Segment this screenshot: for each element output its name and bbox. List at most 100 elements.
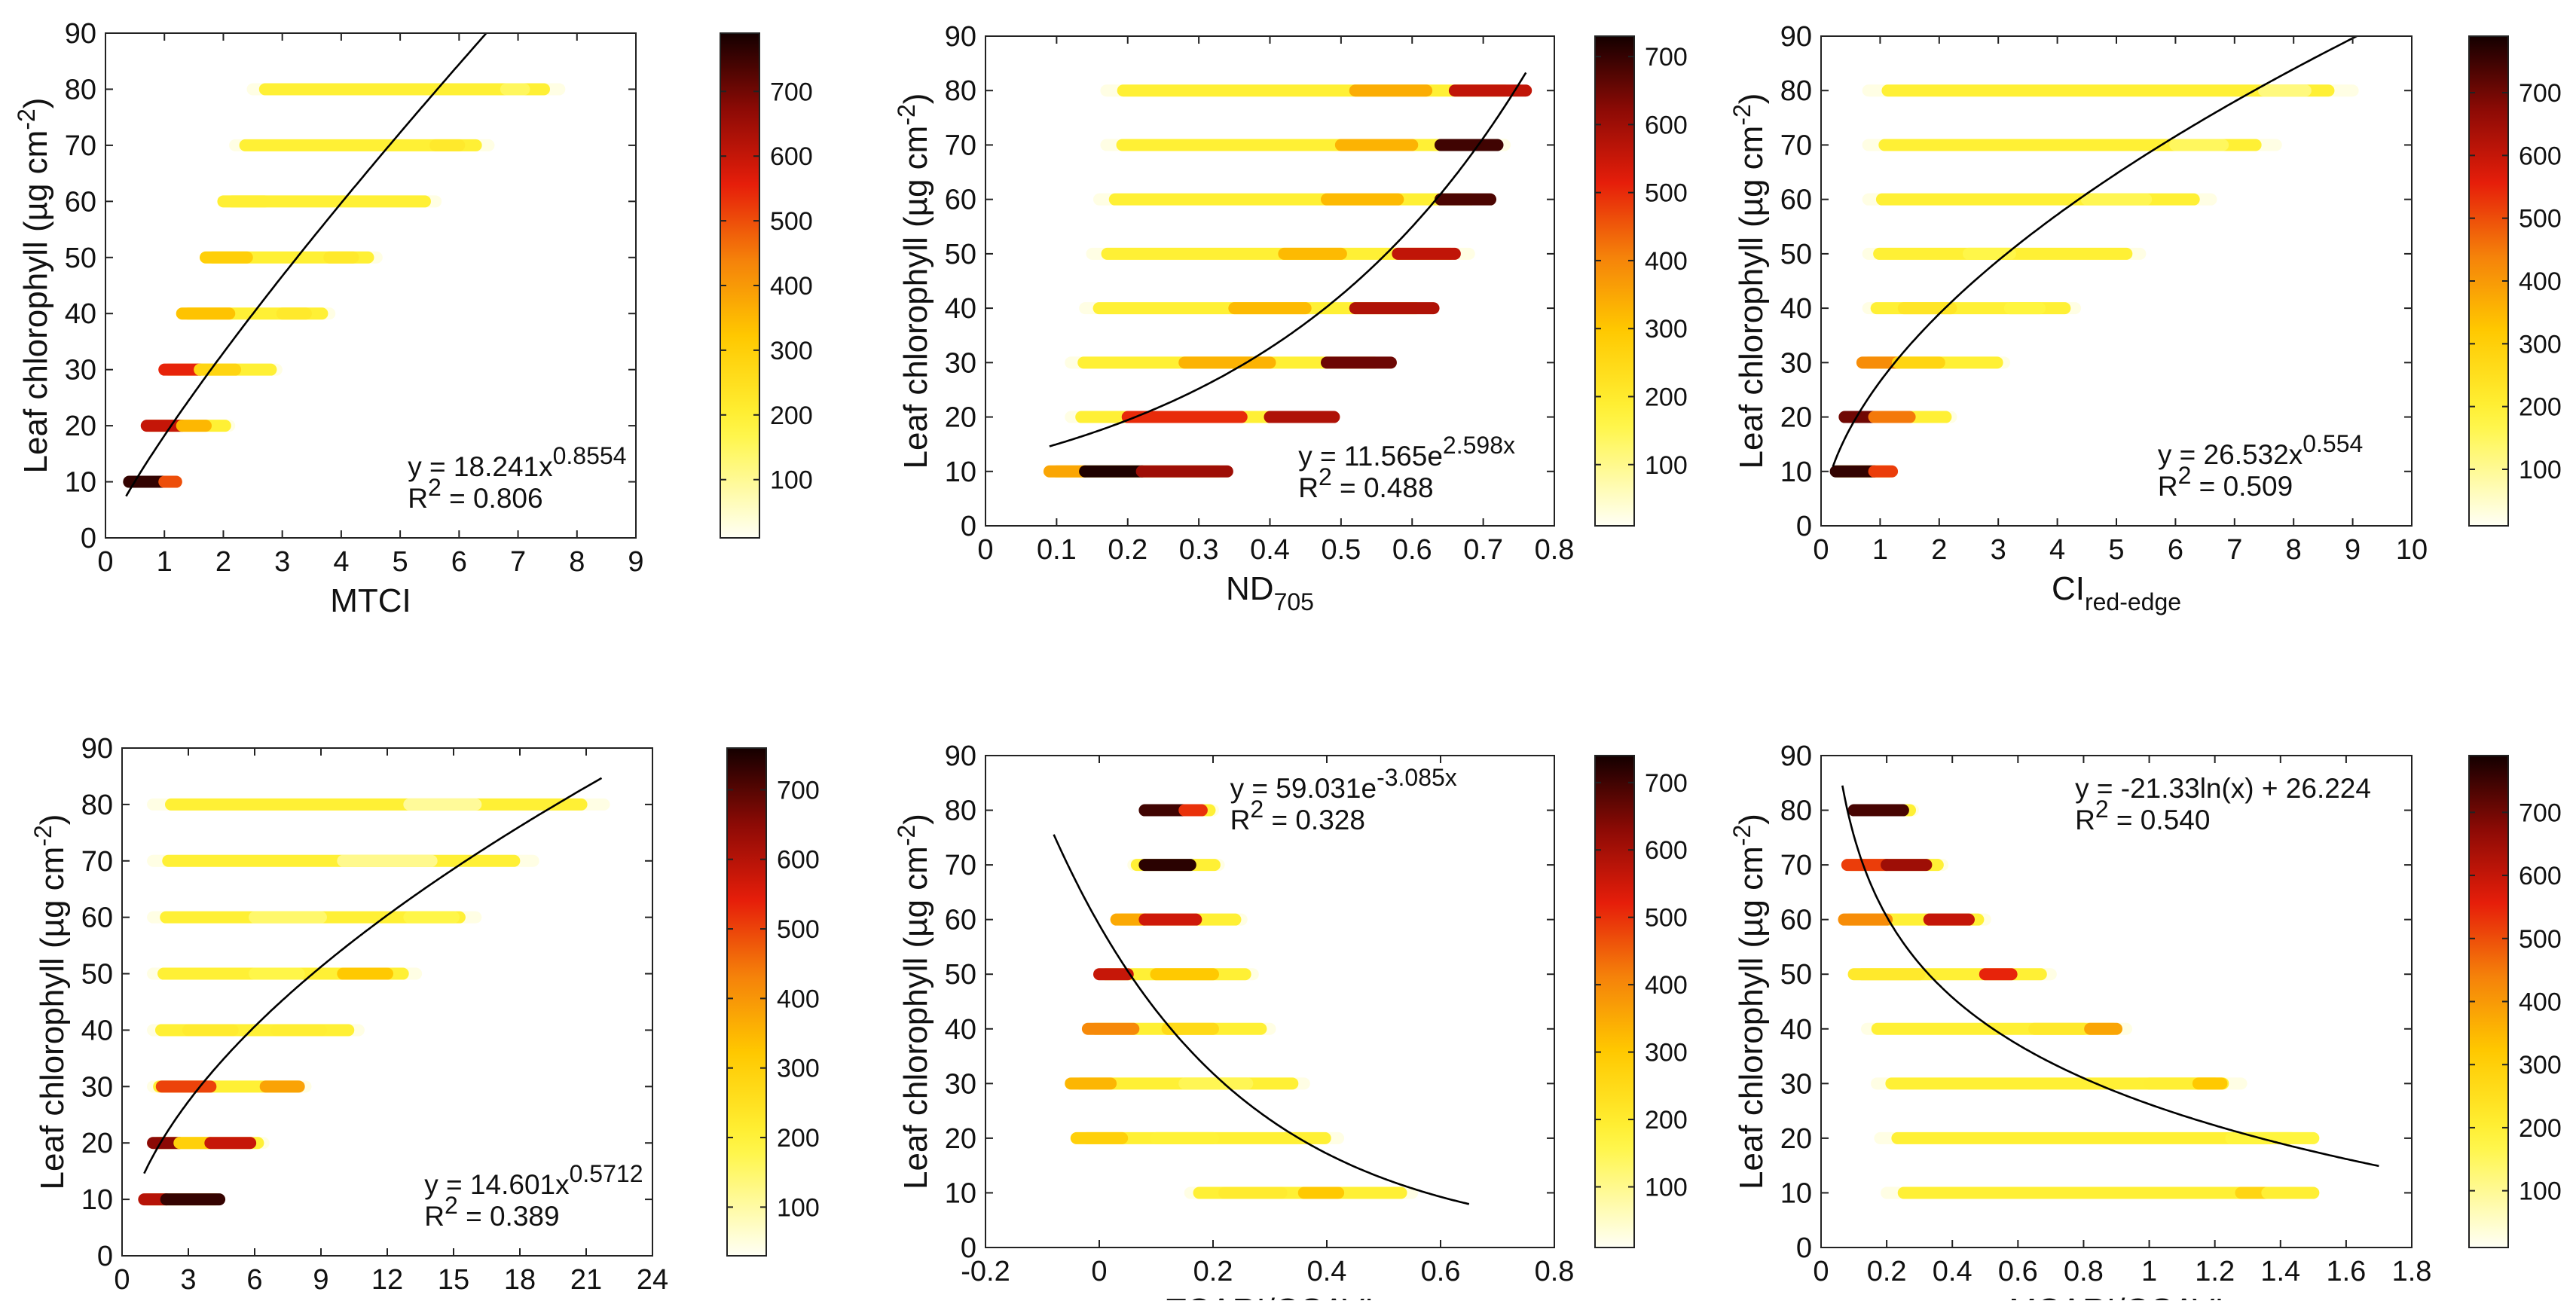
y-axis-label: Leaf chlorophyll (µg cm-2) — [1728, 93, 1770, 469]
y-tick-label: 30 — [81, 1071, 113, 1103]
panel-p6: 0 0.2 0.4 0.6 0.8 1 1.2 1.4 1.6 1.8 0 10 20 30 40 50 60 7… — [1728, 741, 2562, 1304]
colorbar-tick-label: 600 — [770, 142, 813, 171]
y-tick-label: 40 — [945, 293, 976, 325]
y-tick-label: 40 — [81, 1015, 113, 1046]
y-tick-label: 60 — [945, 185, 976, 216]
x-tick-label: 1.2 — [2195, 1256, 2235, 1287]
x-tick-label: 0 — [97, 546, 113, 578]
colorbar — [2468, 755, 2509, 1248]
x-tick-label: 21 — [570, 1264, 602, 1296]
y-tick-label: 80 — [945, 75, 976, 107]
y-tick-label: 80 — [81, 789, 113, 821]
x-tick-label: 1 — [157, 546, 173, 578]
x-tick-label: 0.6 — [1392, 534, 1432, 566]
fit-equation: y = -21.33ln(x) + 26.224 — [2075, 773, 2371, 804]
x-tick-label: 0.8 — [1535, 534, 1575, 566]
panel-p2: 0 0.1 0.2 0.3 0.4 0.5 0.6 0.7 0.8 0 10 20 30 40 50 60 70… — [893, 21, 1688, 615]
data-points — [1838, 804, 2320, 1199]
y-tick-label: 40 — [1780, 293, 1812, 325]
x-tick-label: 0.2 — [1108, 534, 1147, 566]
y-tick-label: 20 — [65, 411, 96, 442]
x-tick-label: 0.1 — [1037, 534, 1077, 566]
y-tick-label: 60 — [1780, 185, 1812, 216]
x-tick-label: 9 — [2345, 534, 2361, 566]
x-tick-label: 7 — [2226, 534, 2242, 566]
fit-equation: y = 18.241x0.8554 — [408, 442, 626, 482]
colorbar — [720, 32, 760, 539]
x-tick-label: 2 — [215, 546, 231, 578]
x-tick-label: 0.2 — [1867, 1256, 1907, 1287]
y-tick-label: 60 — [65, 186, 96, 218]
x-tick-label: 18 — [504, 1264, 536, 1296]
y-tick-label: 90 — [945, 21, 976, 53]
colorbar-tick-label: 700 — [2519, 79, 2562, 108]
x-tick-label: 0.8 — [2064, 1256, 2104, 1287]
fit-curve — [143, 777, 603, 1174]
r-squared: R2 = 0.806 — [408, 474, 542, 514]
x-tick-label: 0.4 — [1307, 1256, 1347, 1287]
colorbar-tick-label: 600 — [2519, 142, 2562, 170]
x-tick-label: 0.8 — [1535, 1256, 1575, 1287]
y-tick-label: 10 — [1780, 457, 1812, 488]
x-axis-label: MTCI — [330, 582, 411, 619]
r-squared: R2 = 0.389 — [424, 1192, 559, 1232]
colorbar-tick-label: 200 — [770, 402, 813, 430]
colorbar — [2468, 35, 2509, 527]
y-tick-label: 0 — [81, 523, 96, 554]
x-tick-label: 8 — [569, 546, 585, 578]
x-tick-label: 0 — [1091, 1256, 1107, 1287]
colorbar-tick-label: 100 — [2519, 456, 2562, 484]
colorbar-tick-label: 500 — [2519, 205, 2562, 234]
y-tick-label: 90 — [1780, 21, 1812, 53]
x-tick-label: 0.4 — [1250, 534, 1290, 566]
x-tick-label: 6 — [451, 546, 467, 578]
y-tick-label: 40 — [945, 1014, 976, 1046]
x-tick-label: 9 — [628, 546, 643, 578]
x-tick-label: 1.6 — [2326, 1256, 2366, 1287]
y-tick-label: 90 — [81, 733, 113, 765]
colorbar-tick-label: 100 — [777, 1193, 820, 1222]
x-tick-label: 15 — [438, 1264, 469, 1296]
x-tick-label: -0.2 — [961, 1256, 1010, 1287]
colorbar-tick-label: 400 — [2519, 988, 2562, 1017]
colorbar — [1594, 35, 1635, 527]
x-tick-label: 1.8 — [2392, 1256, 2432, 1287]
colorbar-tick-label: 300 — [1645, 1039, 1688, 1067]
data-points — [123, 83, 566, 488]
fit-equation: y = 14.601x0.5712 — [424, 1160, 643, 1200]
y-tick-label: 50 — [1780, 239, 1812, 270]
colorbar — [1594, 755, 1635, 1248]
colorbar-tick-label: 100 — [1645, 451, 1688, 480]
data-points — [138, 798, 610, 1206]
panel-p3: 0 1 2 3 4 5 6 7 8 9 100102030405060708090CIred-edg… — [1728, 21, 2562, 615]
colorbar-tick-label: 400 — [770, 272, 813, 301]
colorbar-tick-label: 400 — [1645, 247, 1688, 276]
y-tick-label: 80 — [1780, 75, 1812, 107]
colorbar-tick-label: 600 — [777, 846, 820, 875]
x-tick-label: 4 — [2049, 534, 2065, 566]
fit-curve — [125, 33, 488, 497]
colorbar-tick-label: 200 — [1645, 383, 1688, 411]
colorbar-tick-label: 300 — [777, 1055, 820, 1083]
y-tick-label: 80 — [65, 74, 96, 105]
y-tick-label: 0 — [961, 1232, 976, 1264]
data-points — [1065, 804, 1419, 1199]
y-tick-label: 50 — [65, 243, 96, 274]
colorbar-tick-label: 600 — [1645, 836, 1688, 865]
x-axis-label: MCARI/OSAVI — [2009, 1292, 2223, 1300]
x-axis-label: TCARI/OSAVI — [1166, 1292, 1374, 1300]
x-tick-label: 5 — [393, 546, 408, 578]
y-tick-label: 20 — [945, 402, 976, 434]
colorbar-tick-label: 700 — [770, 78, 813, 106]
y-tick-label: 0 — [1796, 511, 1812, 542]
x-tick-label: 0.2 — [1193, 1256, 1233, 1287]
x-tick-label: 3 — [1991, 534, 2006, 566]
x-axis-label: CIred-edge — [2052, 570, 2181, 615]
y-tick-label: 70 — [1780, 130, 1812, 161]
colorbar-tick-label: 300 — [2519, 1051, 2562, 1080]
y-axis-label: Leaf chlorophyll (µg cm-2) — [29, 814, 71, 1190]
x-tick-label: 3 — [180, 1264, 196, 1296]
x-tick-label: 1 — [2141, 1256, 2157, 1287]
y-tick-label: 20 — [1780, 1123, 1812, 1155]
